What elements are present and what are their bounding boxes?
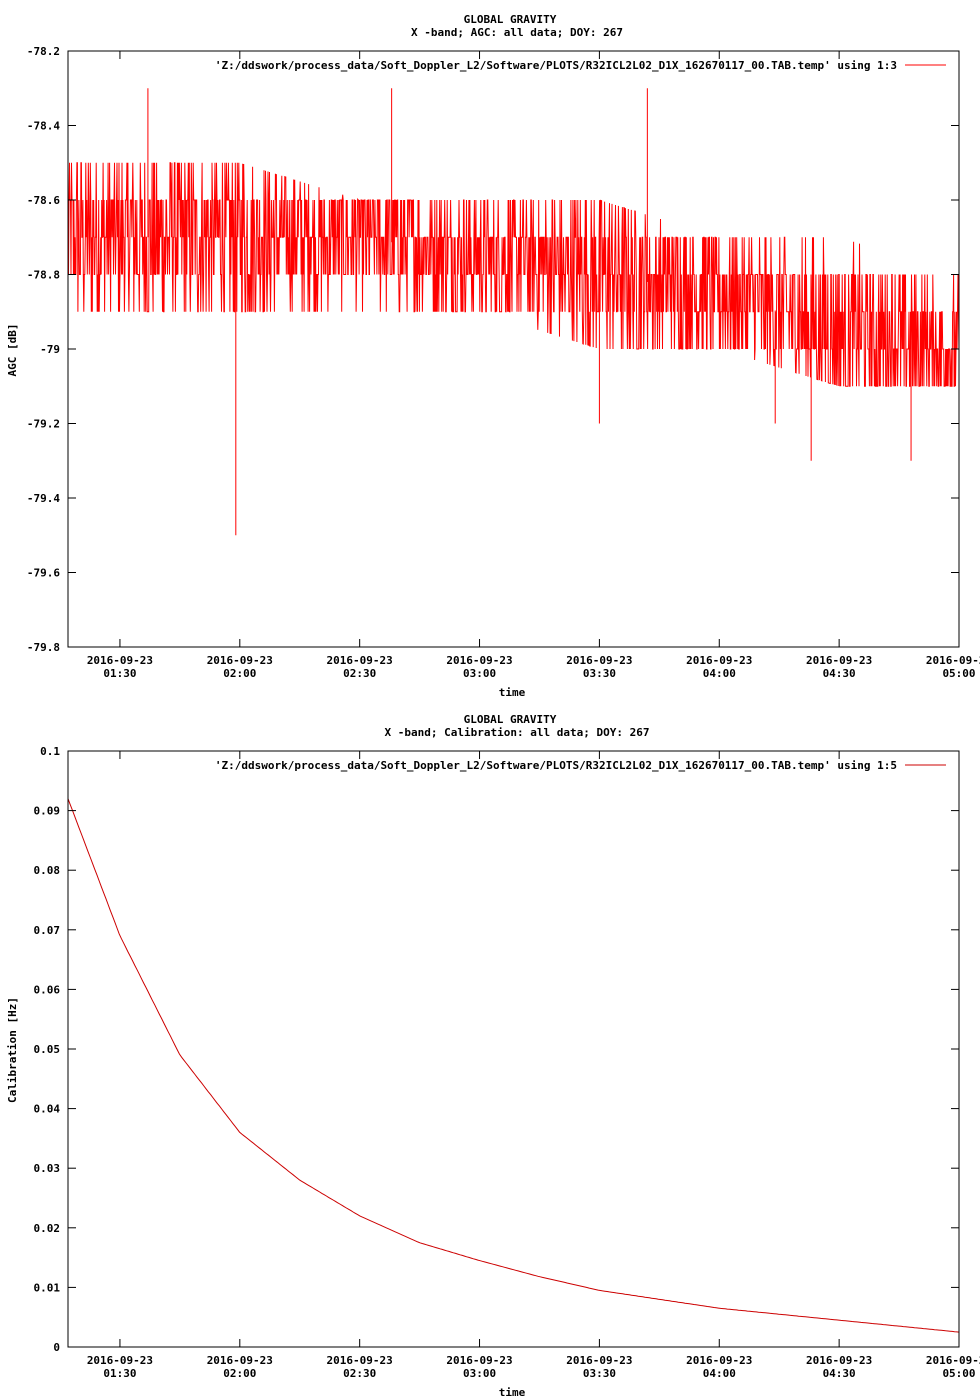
- calibration-x-tick-time: 02:30: [343, 1367, 376, 1380]
- agc-y-tick-label: -78.4: [27, 120, 60, 133]
- calibration-y-tick-label: 0.1: [40, 745, 60, 758]
- agc-data-layer: [67, 88, 960, 536]
- agc-y-tick-label: -79.2: [27, 418, 60, 431]
- calibration-y-tick-label: 0.01: [34, 1281, 61, 1294]
- agc-y-tick-label: -79: [40, 343, 60, 356]
- calibration-x-tick-date: 2016-09-23: [806, 1354, 872, 1367]
- calibration-data-layer: [67, 798, 960, 1333]
- calibration-x-tick-time: 04:30: [823, 1367, 856, 1380]
- agc-y-axis-label: AGC [dB]: [6, 324, 19, 377]
- agc-x-tick-date: 2016-09-23: [566, 654, 632, 667]
- calibration-y-tick-label: 0.08: [34, 864, 61, 877]
- calibration-x-tick-date: 2016-09-23: [87, 1354, 153, 1367]
- calibration-x-tick-date: 2016-09-23: [926, 1354, 980, 1367]
- agc-y-tick-label: -78.6: [27, 194, 60, 207]
- calibration-y-tick-label: 0: [53, 1341, 60, 1354]
- calibration-y-axis-label: Calibration [Hz]: [6, 997, 19, 1103]
- calibration-x-tick-time: 03:00: [463, 1367, 496, 1380]
- calibration-y-tick-label: 0.09: [34, 805, 61, 818]
- calibration-series-line: [67, 798, 960, 1333]
- calibration-chart-subtitle: X -band; Calibration: all data; DOY: 267: [385, 726, 650, 739]
- agc-x-tick-time: 01:30: [103, 667, 136, 680]
- agc-x-tick-date: 2016-09-23: [806, 654, 872, 667]
- agc-x-tick-time: 04:00: [703, 667, 736, 680]
- calibration-chart: GLOBAL GRAVITY X -band; Calibration: all…: [6, 713, 980, 1399]
- agc-chart: GLOBAL GRAVITY X -band; AGC: all data; D…: [6, 13, 980, 699]
- calibration-x-tick-date: 2016-09-23: [327, 1354, 393, 1367]
- calibration-x-tick-time: 02:00: [223, 1367, 256, 1380]
- agc-legend: 'Z:/ddswork/process_data/Soft_Doppler_L2…: [215, 59, 946, 72]
- agc-x-tick-date: 2016-09-23: [207, 654, 273, 667]
- calibration-x-tick-time: 01:30: [103, 1367, 136, 1380]
- calibration-x-tick-time: 05:00: [942, 1367, 975, 1380]
- agc-x-tick-time: 05:00: [942, 667, 975, 680]
- calibration-legend-label: 'Z:/ddswork/process_data/Soft_Doppler_L2…: [215, 759, 897, 772]
- calibration-x-tick-date: 2016-09-23: [446, 1354, 512, 1367]
- agc-y-tick-label: -79.4: [27, 492, 60, 505]
- agc-x-axis-label: time: [499, 686, 526, 699]
- agc-x-tick-time: 02:00: [223, 667, 256, 680]
- agc-y-tick-label: -79.8: [27, 641, 60, 654]
- agc-x-tick-date: 2016-09-23: [686, 654, 752, 667]
- agc-axis-ticks: -78.2 -78.4 -78.6 -78.8 -79 -79.2 -79.4 -79.6 -7…: [27, 45, 980, 680]
- calibration-plot-frame: [67, 750, 960, 1348]
- calibration-x-axis-label: time: [499, 1386, 526, 1399]
- agc-x-tick-time: 03:00: [463, 667, 496, 680]
- agc-y-tick-label: -79.6: [27, 567, 60, 580]
- calibration-chart-title: GLOBAL GRAVITY: [464, 713, 557, 726]
- agc-y-tick-label: -78.2: [27, 45, 60, 58]
- calibration-x-tick-date: 2016-09-23: [566, 1354, 632, 1367]
- calibration-y-tick-label: 0.04: [34, 1103, 61, 1116]
- calibration-y-tick-label: 0.03: [34, 1162, 61, 1175]
- agc-series-line: [67, 162, 960, 387]
- agc-x-tick-time: 02:30: [343, 667, 376, 680]
- calibration-legend: 'Z:/ddswork/process_data/Soft_Doppler_L2…: [215, 759, 946, 772]
- agc-x-tick-date: 2016-09-23: [446, 654, 512, 667]
- calibration-y-tick-label: 0.02: [34, 1222, 61, 1235]
- agc-chart-subtitle: X -band; AGC: all data; DOY: 267: [411, 26, 623, 39]
- calibration-x-tick-time: 03:30: [583, 1367, 616, 1380]
- calibration-x-tick-date: 2016-09-23: [686, 1354, 752, 1367]
- agc-chart-title: GLOBAL GRAVITY: [464, 13, 557, 26]
- calibration-y-tick-label: 0.05: [34, 1043, 61, 1056]
- agc-legend-label: 'Z:/ddswork/process_data/Soft_Doppler_L2…: [215, 59, 897, 72]
- agc-x-tick-date: 2016-09-23: [926, 654, 980, 667]
- agc-x-tick-date: 2016-09-23: [327, 654, 393, 667]
- calibration-y-tick-label: 0.06: [34, 983, 61, 996]
- agc-x-tick-time: 04:30: [823, 667, 856, 680]
- agc-x-tick-date: 2016-09-23: [87, 654, 153, 667]
- calibration-y-tick-label: 0.07: [34, 924, 61, 937]
- agc-x-tick-time: 03:30: [583, 667, 616, 680]
- calibration-x-tick-date: 2016-09-23: [207, 1354, 273, 1367]
- agc-y-tick-label: -78.8: [27, 269, 60, 282]
- calibration-axis-ticks: 0.1 0.09 0.08 0.07 0.06 0.05 0.04 0.03 0.02 0.01 0…: [34, 745, 980, 1380]
- calibration-x-tick-time: 04:00: [703, 1367, 736, 1380]
